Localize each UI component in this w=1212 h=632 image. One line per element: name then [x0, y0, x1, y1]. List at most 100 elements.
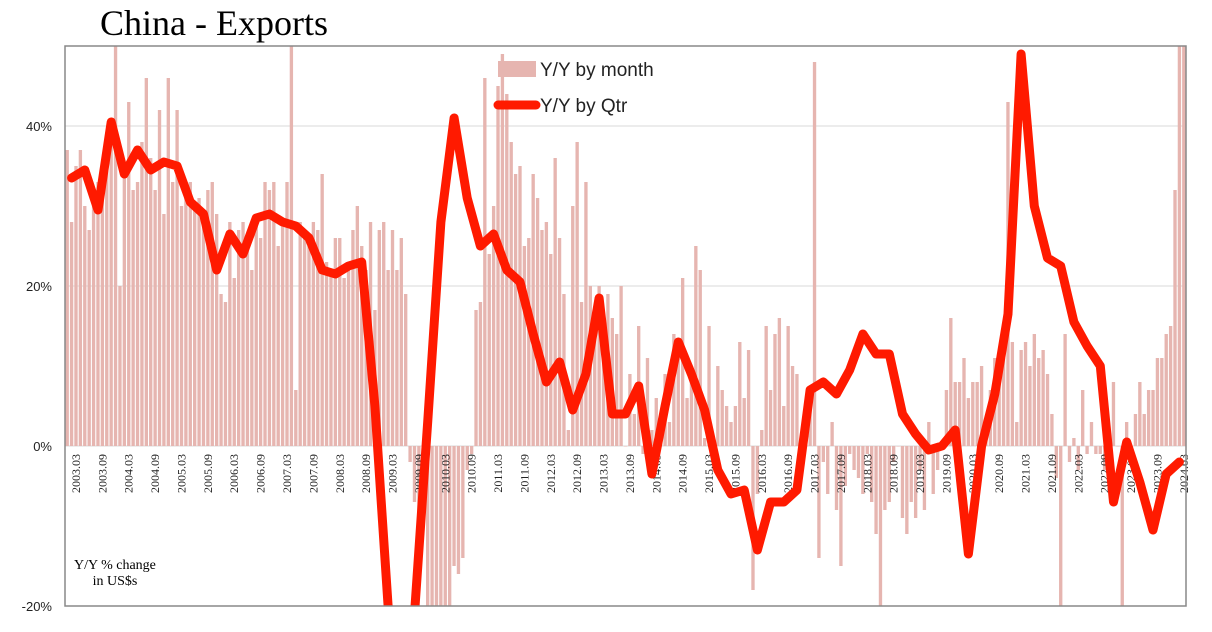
- month-bar: [294, 390, 298, 446]
- quarterly-point: [559, 361, 561, 363]
- month-bar: [140, 142, 144, 446]
- month-bar: [1142, 414, 1146, 446]
- x-tick-label: 2021.09: [1045, 454, 1059, 493]
- month-bar: [1028, 366, 1032, 446]
- month-bar: [210, 182, 214, 446]
- month-bar: [193, 206, 197, 446]
- x-tick-label: 2012.03: [544, 454, 558, 493]
- month-bar: [483, 78, 487, 446]
- x-tick-label: 2003.09: [95, 454, 109, 493]
- month-bar: [408, 446, 412, 462]
- month-bar: [773, 334, 777, 446]
- month-bar: [430, 446, 434, 606]
- month-bar: [1045, 374, 1050, 446]
- month-bar: [632, 414, 636, 446]
- month-bar: [979, 366, 984, 446]
- month-bar: [698, 270, 702, 446]
- month-bar: [826, 446, 830, 494]
- x-tick-label: 2016.09: [781, 454, 795, 493]
- x-tick-label: 2010.03: [438, 454, 452, 493]
- month-bar: [320, 174, 324, 446]
- quarterly-point: [440, 221, 442, 223]
- x-tick-label: 2009.03: [386, 454, 400, 493]
- month-bar: [852, 446, 856, 470]
- quarterly-point: [374, 405, 376, 407]
- month-bar: [426, 446, 430, 606]
- month-bar: [742, 398, 746, 446]
- month-bar: [1094, 446, 1098, 454]
- month-bar: [404, 294, 408, 446]
- month-bar: [324, 262, 329, 446]
- month-bar: [1195, 270, 1198, 446]
- month-bar: [452, 446, 456, 566]
- month-bar: [584, 182, 588, 446]
- month-bar: [909, 446, 913, 502]
- month-bar: [782, 406, 786, 446]
- month-bar: [289, 46, 294, 446]
- quarterly-point: [756, 549, 758, 551]
- quarterly-point: [598, 297, 600, 299]
- month-bar: [966, 398, 971, 446]
- quarterly-point: [1060, 265, 1062, 267]
- month-bar: [188, 182, 192, 446]
- month-bar: [768, 390, 773, 446]
- month-bar: [241, 222, 245, 446]
- month-bar: [724, 406, 729, 446]
- x-tick-label: 2008.09: [359, 454, 373, 493]
- month-bar: [1019, 350, 1023, 446]
- month-bar: [96, 182, 100, 446]
- month-bar: [135, 182, 140, 446]
- month-bar: [575, 142, 579, 446]
- month-bar: [245, 246, 250, 446]
- month-bar: [848, 446, 852, 454]
- month-bar: [571, 206, 575, 446]
- month-bar: [733, 406, 738, 446]
- month-bar: [153, 190, 157, 446]
- quarterly-point: [216, 269, 218, 271]
- month-bar: [254, 222, 258, 446]
- month-bar: [83, 206, 87, 446]
- quarterly-point: [1178, 461, 1180, 463]
- legend-line-label: Y/Y by Qtr: [540, 96, 628, 117]
- quarterly-point: [1047, 257, 1049, 259]
- month-bar: [382, 222, 386, 446]
- quarterly-point: [717, 469, 719, 471]
- x-tick-label: 2006.03: [227, 454, 241, 493]
- month-bar: [131, 190, 135, 446]
- month-bar: [720, 390, 724, 446]
- month-bar: [355, 206, 360, 446]
- quarterly-point: [189, 201, 191, 203]
- month-bar: [1067, 446, 1072, 462]
- month-bar: [922, 446, 927, 510]
- month-bar: [900, 446, 905, 518]
- month-bar: [434, 446, 439, 606]
- x-tick-label: 2018.09: [887, 454, 901, 493]
- month-bar: [338, 238, 342, 446]
- month-bar: [843, 446, 847, 486]
- quarterly-point: [532, 333, 534, 335]
- month-bar: [214, 214, 219, 446]
- x-tick-label: 2007.09: [306, 454, 320, 493]
- month-bar: [962, 358, 966, 446]
- month-bar: [100, 198, 105, 446]
- x-tick-label: 2010.09: [465, 454, 479, 493]
- month-bar: [439, 446, 443, 606]
- month-bar: [298, 222, 302, 446]
- x-tick-label: 2019.09: [939, 454, 953, 493]
- month-bar: [443, 446, 447, 606]
- month-bar: [1010, 342, 1015, 446]
- y-tick-label: 0%: [33, 439, 52, 454]
- quarterly-point: [295, 225, 297, 227]
- month-bar: [478, 302, 483, 446]
- month-bar: [509, 142, 513, 446]
- quarterly-point: [519, 281, 521, 283]
- y-axis-ticks: -20% 0% 20% 40%: [22, 119, 53, 614]
- month-bar: [487, 254, 491, 446]
- month-bar: [311, 222, 316, 446]
- x-tick-label: 2012.09: [570, 454, 584, 493]
- quarterly-point: [1020, 53, 1022, 55]
- month-bar: [927, 422, 931, 446]
- quarterly-point: [730, 493, 732, 495]
- month-bar: [1085, 446, 1089, 454]
- month-bar: [861, 446, 865, 494]
